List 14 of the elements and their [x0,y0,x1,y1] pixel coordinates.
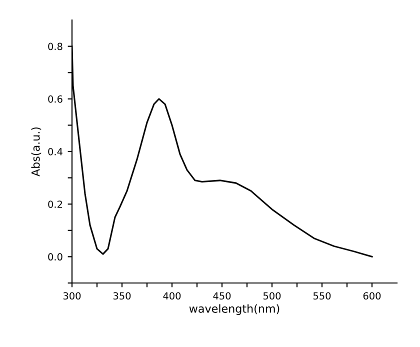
x-tick-label: 300 [63,292,81,300]
y-tick-label: 0.6 [48,95,62,103]
x-tick-label: 350 [113,292,131,300]
x-tick-label: 400 [163,292,181,300]
x-tick-label: 600 [363,292,381,300]
y-tick-label: 0.2 [48,200,62,208]
x-axis-title: wavelength(nm) [189,304,280,315]
x-tick-label: 450 [213,292,231,300]
y-tick-label: 0.0 [48,253,62,261]
x-tick-label: 500 [263,292,281,300]
x-tick-label: 550 [313,292,331,300]
y-tick-label: 0.8 [48,42,62,50]
y-tick-label: 0.4 [48,148,62,156]
y-axis-title: Abs(a.u.) [31,127,42,176]
